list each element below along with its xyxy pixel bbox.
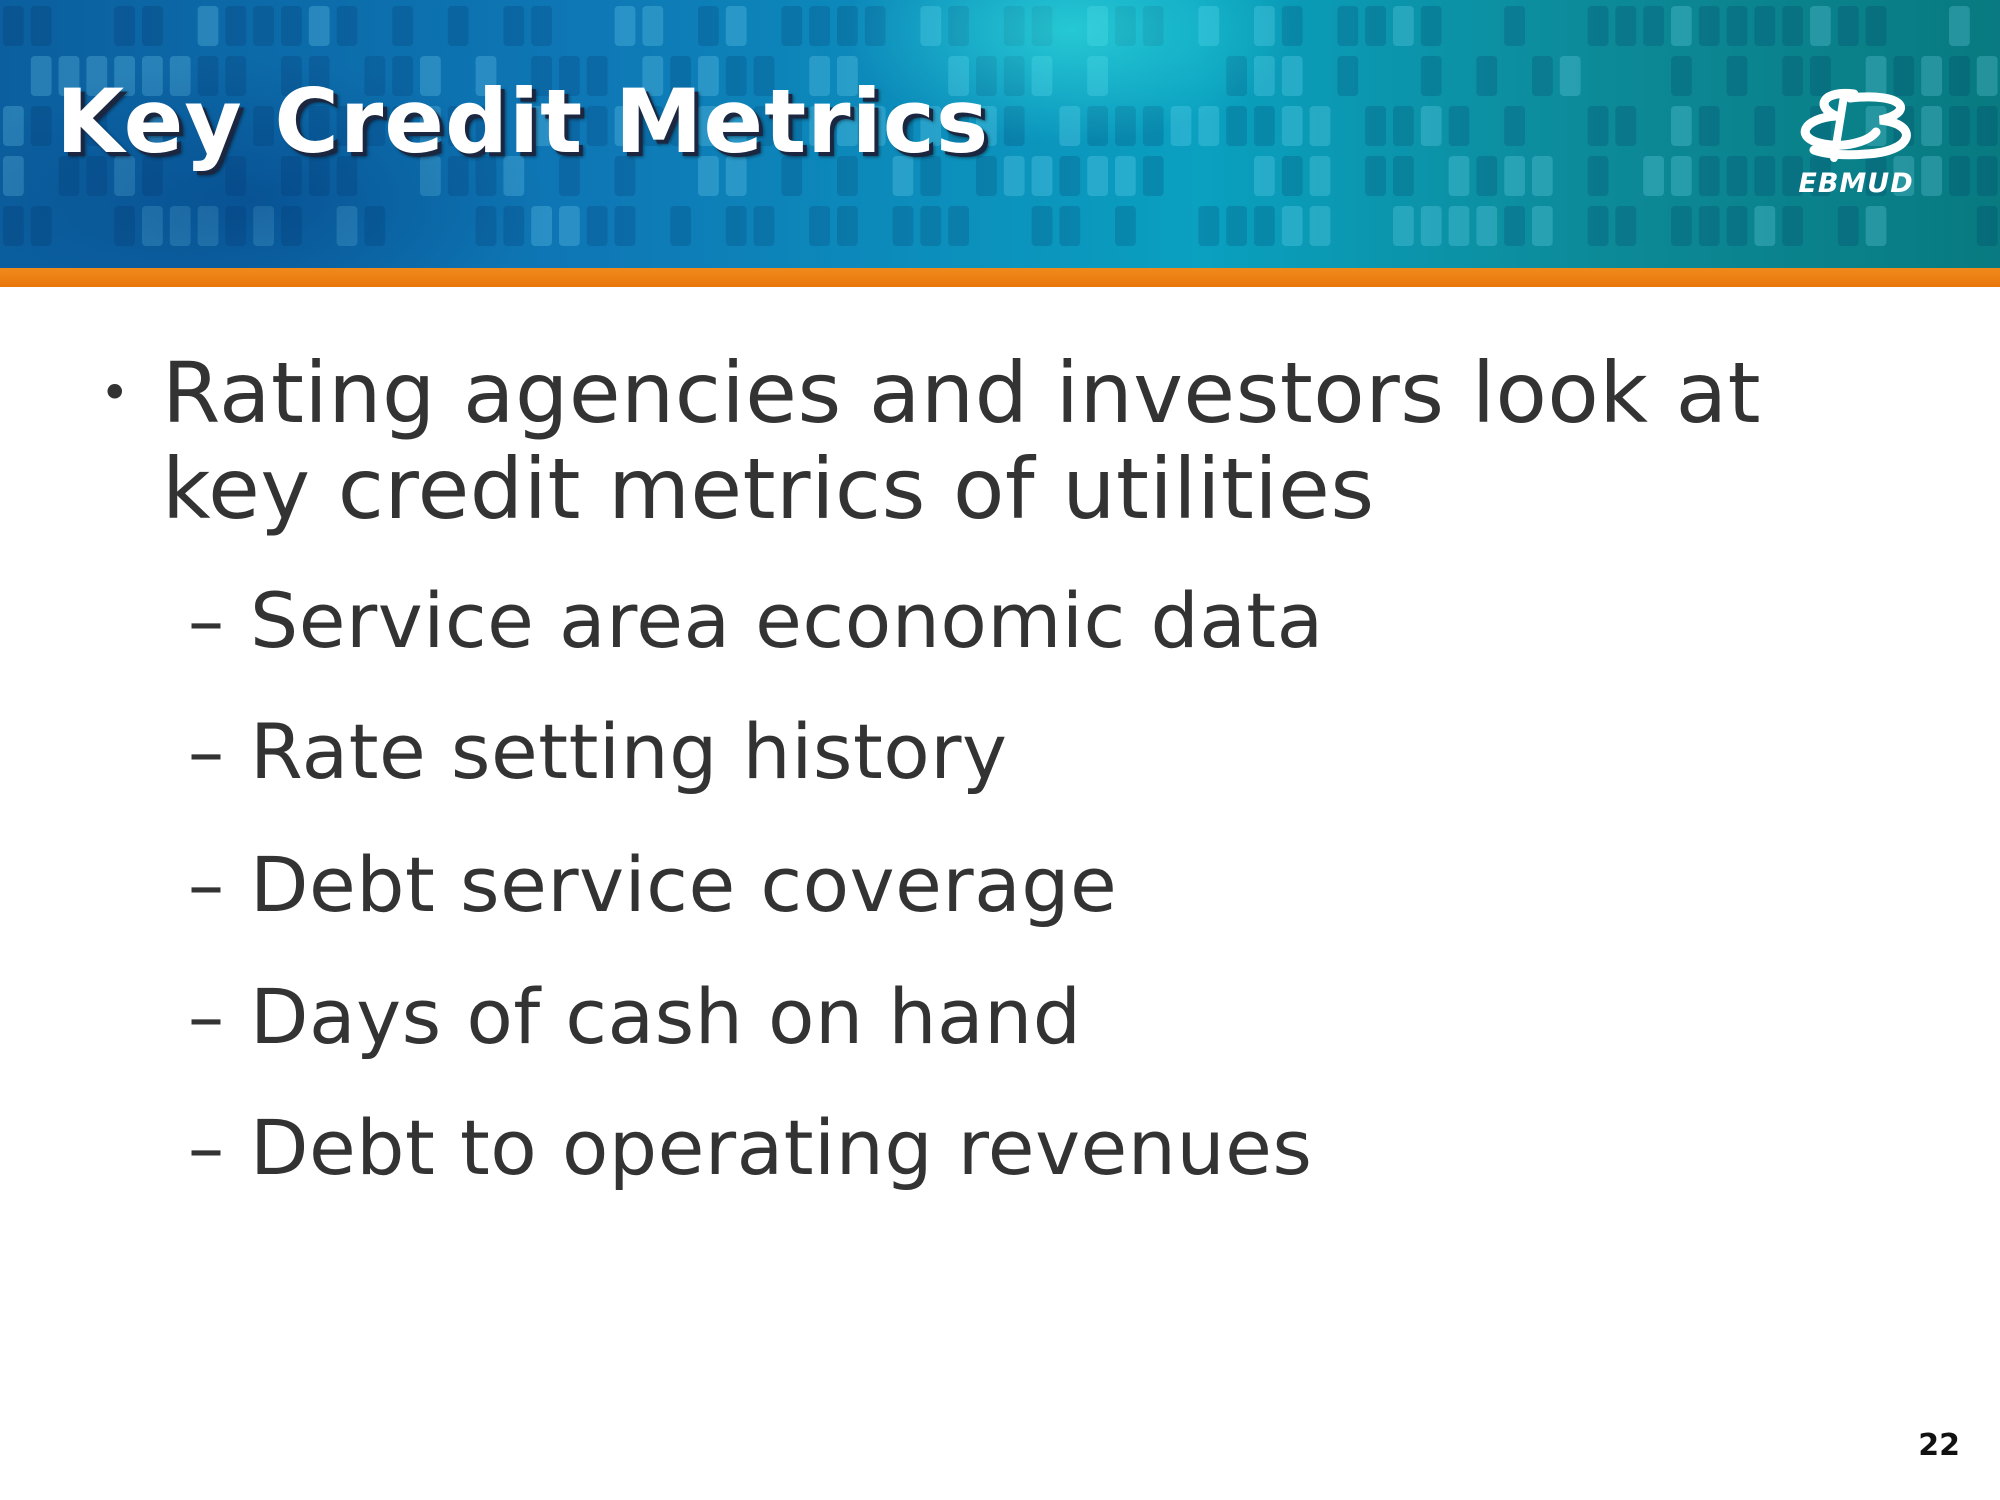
ebmud-logo: EBMUD [1776,88,1936,199]
sub-item-marker: – [188,843,224,927]
bullet-marker: • [100,364,130,422]
sub-item-marker: – [188,975,224,1059]
sub-item-text: Debt service coverage [250,840,1118,929]
sub-item-marker: – [188,1106,224,1190]
ebmud-logo-icon [1800,88,1911,162]
sub-item-text: Service area economic data [250,576,1324,665]
orange-divider [0,268,2000,287]
sub-item-marker: – [188,710,224,794]
logo-text: EBMUD [1798,168,1914,199]
sub-item: – Days of cash on hand [188,972,1788,1062]
sub-item-text: Rate setting history [250,707,1008,796]
sub-item: – Rate setting history [188,707,1788,797]
header-glow [0,0,2000,268]
bullet-text: Rating agencies and investors look at ke… [162,344,1762,538]
sub-item-text: Debt to operating revenues [250,1103,1313,1192]
header-banner: Key Credit Metrics EBMUD [0,0,2000,268]
sub-item: – Service area economic data [188,576,1788,666]
sub-item-marker: – [188,579,224,663]
sub-item-text: Days of cash on hand [250,972,1082,1061]
slide-title: Key Credit Metrics [56,70,990,173]
sub-item: – Debt to operating revenues [188,1103,1788,1193]
page-number: 22 [1918,1428,1960,1463]
sub-item: – Debt service coverage [188,840,1788,930]
